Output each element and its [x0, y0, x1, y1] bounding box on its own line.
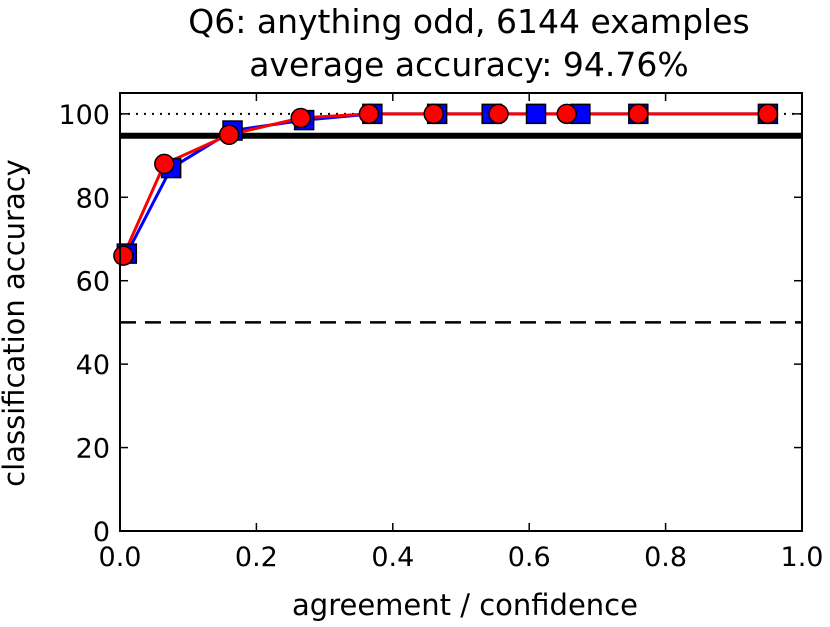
- x-tick-label: 0.4: [371, 542, 414, 573]
- x-axis-label: agreement / confidence: [292, 588, 638, 622]
- circle-marker: [757, 103, 779, 125]
- series-line-circle: [122, 112, 768, 257]
- y-tick-label: 60: [76, 267, 110, 298]
- circle-marker: [154, 153, 175, 175]
- circle-marker: [423, 103, 444, 125]
- x-tick-label: 1.0: [781, 542, 824, 573]
- circle-marker: [488, 103, 509, 125]
- y-tick-label: 40: [76, 350, 110, 381]
- circle-marker: [358, 103, 380, 125]
- x-tick-label: 0.0: [99, 542, 142, 573]
- x-tick-label: 0.6: [508, 542, 551, 573]
- square-marker: [525, 103, 547, 125]
- circle-marker: [556, 103, 577, 125]
- circle-marker: [113, 245, 134, 266]
- y-tick-label: 0: [93, 517, 110, 548]
- x-tick-label: 0.8: [644, 542, 687, 573]
- y-tick-label: 100: [58, 100, 110, 131]
- chart-title: Q6: anything odd, 6144 examples: [188, 2, 749, 41]
- circle-marker: [218, 124, 240, 145]
- plot-area: 0.0 0.2 0.4 0.6 0.8 1.0 0 20 40 60 80 100: [58, 92, 824, 573]
- y-axis-label: classification accuracy: [0, 159, 31, 487]
- circle-marker: [290, 107, 311, 129]
- chart-subtitle: average accuracy: 94.76%: [249, 45, 689, 84]
- y-tick-label: 20: [76, 434, 110, 465]
- plot-frame: [119, 92, 803, 532]
- x-tick-label: 0.2: [235, 542, 278, 573]
- y-tick-label: 80: [76, 183, 110, 214]
- circle-marker: [628, 103, 649, 125]
